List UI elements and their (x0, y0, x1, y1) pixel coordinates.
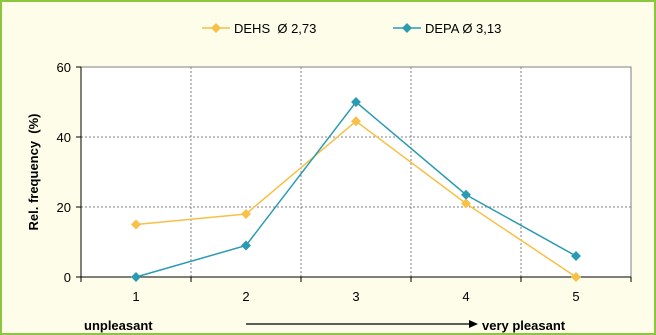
x-tick-label: 4 (462, 289, 469, 304)
scale-arrow (246, 320, 478, 328)
legend-marker-dehs (211, 23, 221, 33)
legend-label-dehs: DEHS Ø 2,73 (234, 21, 316, 36)
legend-item-dehs: DEHS Ø 2,73 (202, 21, 316, 36)
y-tick-label: 60 (57, 60, 71, 75)
y-tick-label: 0 (64, 270, 71, 285)
y-tick-label: 40 (57, 130, 71, 145)
y-axis-title: Rel. frequency (%) (26, 113, 41, 230)
legend-marker-depa (402, 23, 412, 33)
y-tick-label: 20 (57, 200, 71, 215)
scale-label-unpleasant: unpleasant (84, 318, 153, 333)
legend: DEHS Ø 2,73 DEPA Ø 3,13 (202, 21, 501, 36)
x-tick-label: 1 (132, 289, 139, 304)
scale-label-very-pleasant: very pleasant (482, 318, 566, 333)
x-tick-label: 2 (242, 289, 249, 304)
x-tick-label: 5 (572, 289, 579, 304)
legend-label-depa: DEPA Ø 3,13 (425, 21, 501, 36)
legend-item-depa: DEPA Ø 3,13 (393, 21, 501, 36)
x-tick-label: 3 (352, 289, 359, 304)
